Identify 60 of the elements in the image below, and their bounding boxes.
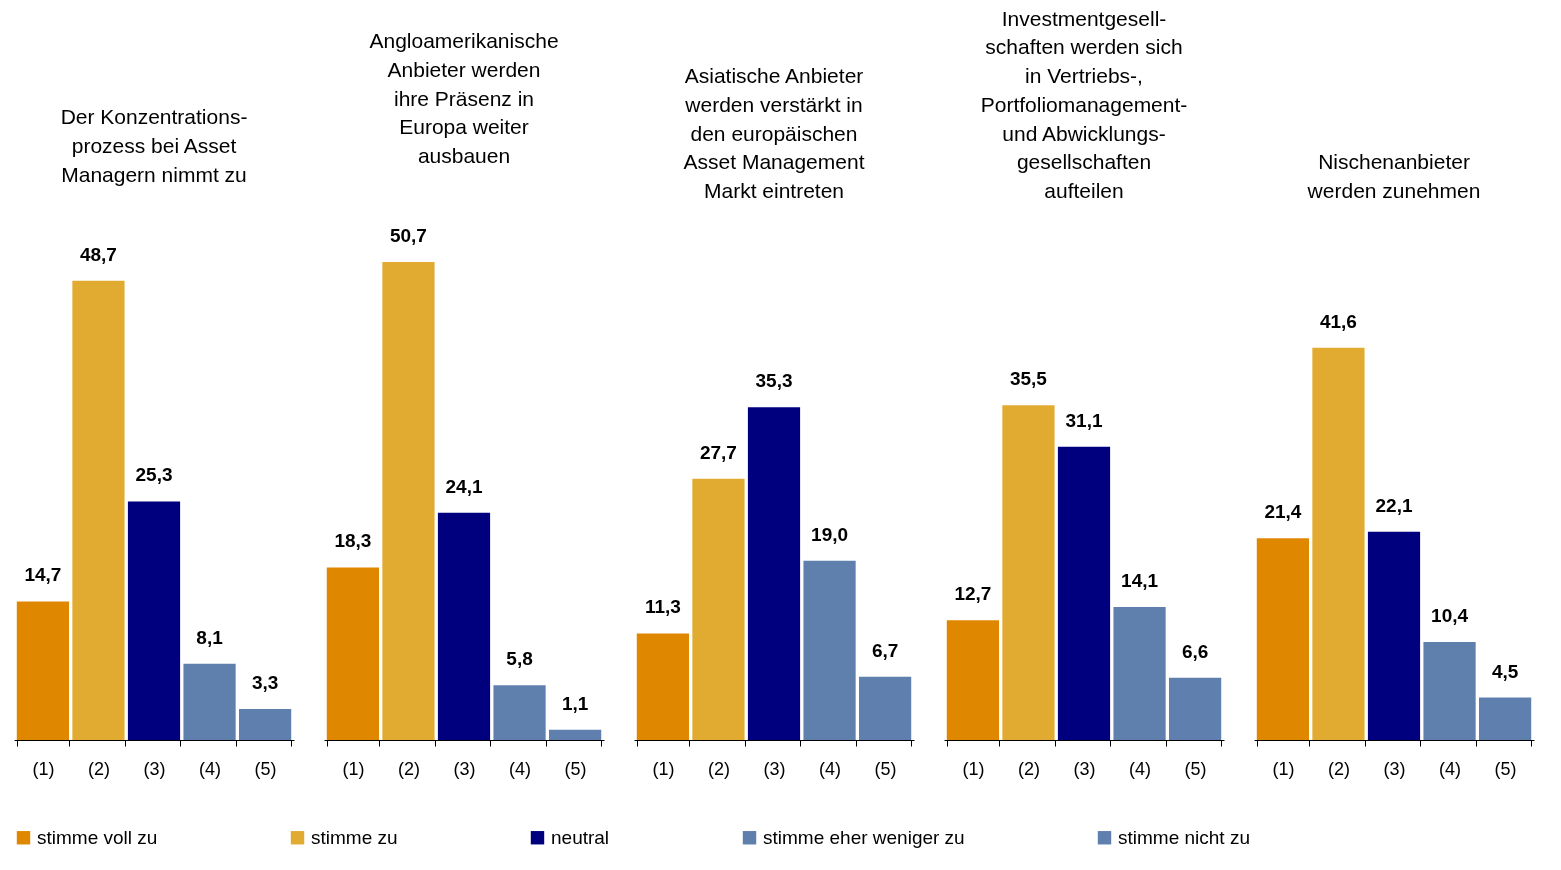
data-label: 14,1 [1121, 570, 1159, 592]
data-label: 4,5 [1491, 660, 1519, 682]
x-tick-label: (4) [1439, 758, 1462, 779]
x-tick-label: (2) [87, 758, 110, 779]
data-label: 18,3 [334, 530, 372, 552]
data-label: 27,7 [699, 441, 737, 463]
x-tick-label: (3) [1383, 758, 1406, 779]
x-tick-label: (2) [397, 758, 420, 779]
x-tick-label: (4) [819, 758, 842, 779]
legend-label: stimme eher weniger zu [763, 826, 965, 848]
data-label: 6,6 [1181, 640, 1209, 662]
x-tick-label: (5) [1184, 758, 1207, 779]
data-label: 41,6 [1319, 310, 1357, 332]
data-label: 8,1 [196, 626, 224, 648]
x-tick-label: (1) [342, 758, 365, 779]
data-label: 48,7 [79, 243, 117, 265]
x-tick-label: (4) [509, 758, 532, 779]
data-label: 22,1 [1375, 494, 1413, 516]
chart-title: Nischenanbieter werden zunehmen [1306, 150, 1481, 202]
legend-label: stimme voll zu [37, 826, 158, 848]
x-tick-label: (2) [1327, 758, 1350, 779]
x-tick-label: (3) [143, 758, 166, 779]
x-tick-label: (4) [1129, 758, 1152, 779]
legend-label: neutral [551, 826, 610, 848]
data-label: 35,3 [755, 370, 793, 392]
x-tick-label: (1) [962, 758, 985, 779]
x-tick-label: (3) [1073, 758, 1096, 779]
legend-label: stimme nicht zu [1118, 826, 1250, 848]
x-tick-label: (5) [564, 758, 587, 779]
chart-title: Investmentgesell- schaften werden sich in Vertriebs-, Portfoliomanagement- und Abwicklungs- gesellschaften aufteilen [980, 6, 1188, 202]
data-label: 1,1 [561, 692, 589, 714]
x-tick-label: (3) [453, 758, 476, 779]
x-tick-label: (5) [254, 758, 277, 779]
data-label: 21,4 [1264, 501, 1302, 523]
chart-title: Angloamerikanische Anbieter werden ihre Präsenz in Europa weiter ausbauen [369, 29, 559, 167]
x-tick-label: (3) [763, 758, 786, 779]
x-tick-label: (5) [874, 758, 897, 779]
data-label: 5,8 [506, 648, 533, 670]
x-tick-label: (1) [32, 758, 55, 779]
data-label: 25,3 [135, 464, 173, 486]
chart-title: Der Konzentrations- prozess bei Asset Managern nimmt zu [60, 105, 248, 186]
data-label: 35,5 [1009, 368, 1048, 390]
data-label: 3,3 [251, 671, 279, 693]
x-tick-label: (5) [1494, 758, 1517, 779]
x-tick-label: (1) [652, 758, 675, 779]
data-label: 12,7 [954, 583, 992, 605]
data-label: 50,7 [389, 225, 427, 246]
data-label: 19,0 [811, 523, 849, 545]
legend-label: stimme zu [311, 826, 398, 848]
x-tick-label: (1) [1272, 758, 1295, 779]
data-label: 14,7 [24, 564, 62, 586]
data-label: 24,1 [445, 475, 483, 497]
data-label: 11,3 [644, 596, 681, 618]
x-tick-label: (4) [199, 758, 222, 779]
data-label: 6,7 [871, 639, 899, 661]
x-tick-label: (2) [707, 758, 730, 779]
data-label: 31,1 [1065, 409, 1103, 431]
data-label: 10,4 [1431, 604, 1469, 626]
chart-title: Asiatische Anbieter werden verstärkt in den europäischen Asset Management Markt eintreten [683, 64, 865, 202]
x-tick-label: (2) [1017, 758, 1040, 779]
